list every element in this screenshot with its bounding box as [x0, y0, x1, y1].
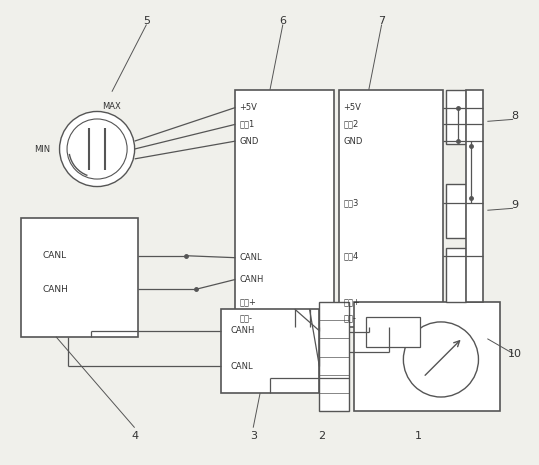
Text: MAX: MAX — [102, 102, 121, 111]
Text: 输出+: 输出+ — [239, 298, 256, 306]
Text: +5V: +5V — [343, 103, 361, 112]
Text: 10: 10 — [508, 349, 522, 359]
Text: 1: 1 — [414, 431, 421, 440]
Text: 输出-: 输出- — [343, 314, 356, 324]
Circle shape — [67, 119, 127, 179]
Text: 输入2: 输入2 — [343, 120, 358, 129]
Bar — [446, 90, 466, 144]
Text: 输入3: 输入3 — [343, 199, 358, 208]
Text: MIN: MIN — [34, 145, 50, 153]
Circle shape — [59, 112, 135, 186]
Text: GND: GND — [343, 137, 363, 146]
Text: 6: 6 — [279, 15, 286, 26]
Circle shape — [403, 322, 479, 397]
Bar — [21, 218, 137, 337]
Text: 输入1: 输入1 — [239, 120, 254, 129]
Text: 3: 3 — [250, 431, 257, 440]
Text: CANH: CANH — [231, 326, 255, 335]
Text: 输入4: 输入4 — [343, 251, 358, 260]
Text: CANL: CANL — [231, 362, 253, 371]
Bar — [366, 317, 420, 346]
Bar — [236, 90, 334, 327]
Bar — [446, 248, 466, 302]
Text: 4: 4 — [131, 431, 138, 440]
Text: 9: 9 — [512, 200, 519, 210]
Bar — [220, 309, 320, 393]
Text: 5: 5 — [143, 15, 150, 26]
Text: 输出+: 输出+ — [343, 298, 360, 306]
Text: CANL: CANL — [43, 251, 67, 260]
Text: 输出-: 输出- — [239, 314, 252, 324]
Text: 2: 2 — [318, 431, 325, 440]
Text: CANH: CANH — [43, 285, 68, 294]
Text: 7: 7 — [378, 15, 385, 26]
Text: GND: GND — [239, 137, 259, 146]
Bar — [339, 90, 443, 327]
Bar — [354, 302, 500, 411]
Bar — [466, 90, 483, 302]
Text: 8: 8 — [512, 112, 519, 121]
Text: CANH: CANH — [239, 275, 264, 284]
Bar — [446, 184, 466, 238]
Bar — [320, 302, 349, 411]
Text: CANL: CANL — [239, 253, 262, 262]
Text: +5V: +5V — [239, 103, 257, 112]
